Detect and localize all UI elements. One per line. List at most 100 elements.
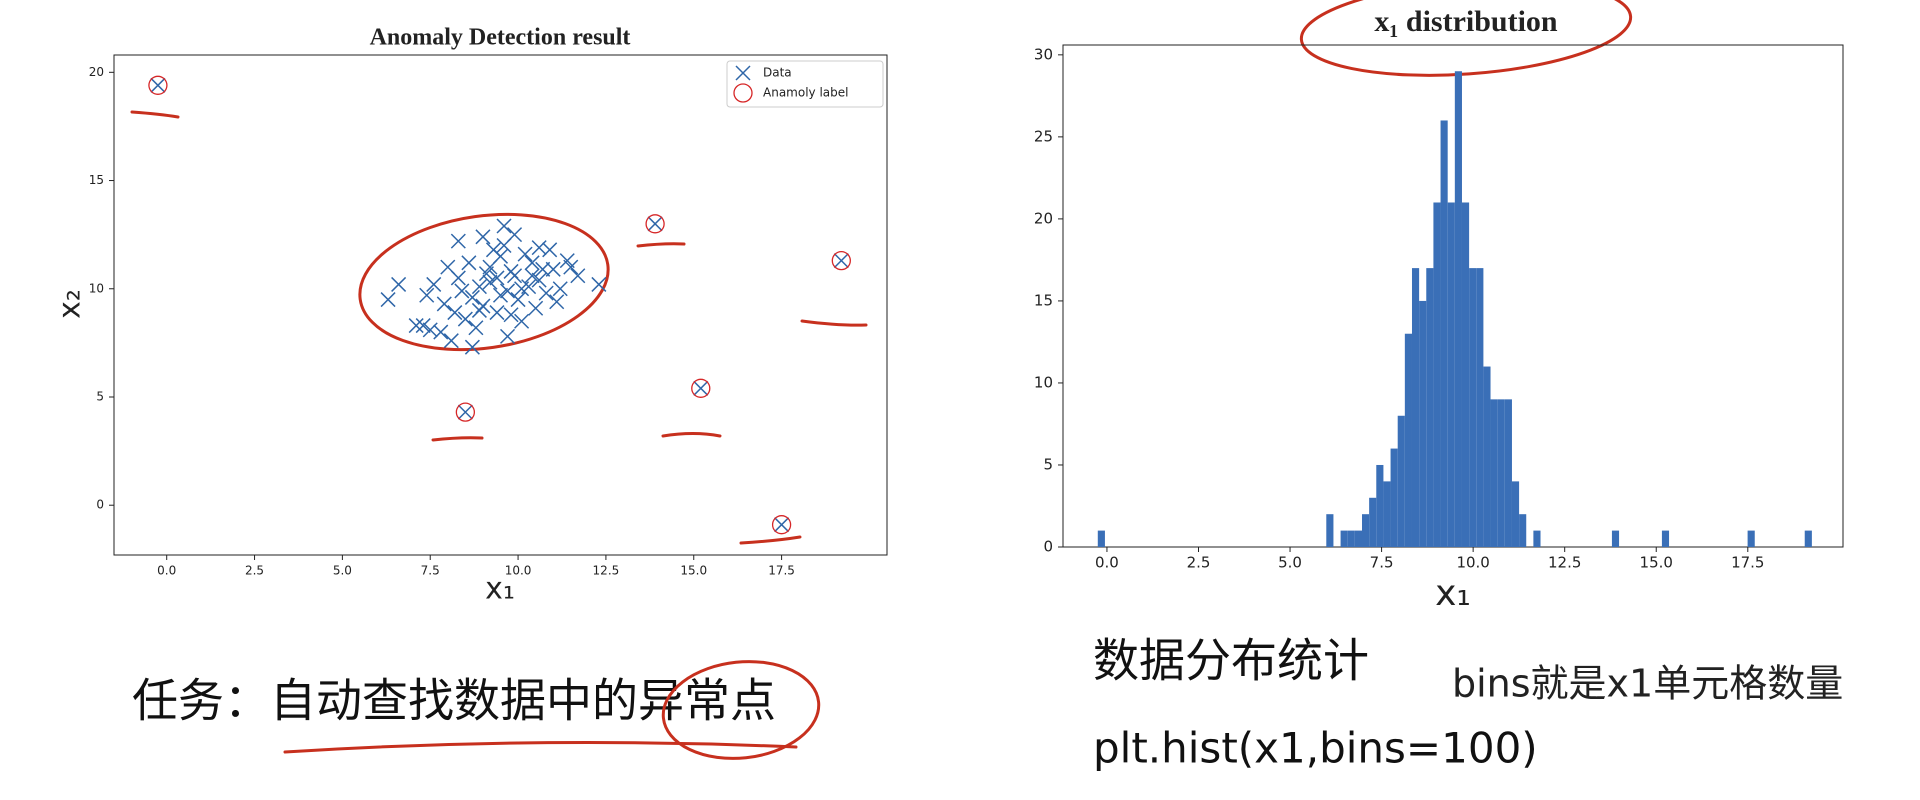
y-tick-label: 10 bbox=[1034, 373, 1053, 391]
y-axis-label: x₂ bbox=[53, 289, 88, 319]
data-point bbox=[552, 281, 568, 297]
ink-underline bbox=[661, 432, 722, 438]
data-point bbox=[447, 305, 463, 321]
chart-title: x₁ distribution bbox=[1374, 5, 1558, 38]
data-point bbox=[454, 283, 470, 299]
data-point bbox=[482, 259, 498, 275]
data-point bbox=[528, 300, 544, 316]
data-point bbox=[464, 339, 480, 355]
anomaly-marker bbox=[455, 402, 476, 422]
histogram-bar bbox=[1454, 71, 1462, 548]
histogram-bar bbox=[1404, 333, 1412, 547]
y-tick-label: 0 bbox=[96, 498, 104, 512]
histogram-bar bbox=[1519, 514, 1527, 547]
legend: Data Anamoly label bbox=[726, 60, 884, 108]
y-tick-label: 0 bbox=[1043, 538, 1053, 556]
x-tick-label: 15.0 bbox=[680, 564, 707, 578]
x-tick-label: 12.5 bbox=[1548, 554, 1581, 572]
data-point bbox=[391, 276, 407, 292]
data-point bbox=[535, 261, 551, 277]
histogram-bar bbox=[1440, 120, 1448, 547]
histogram-bar bbox=[1397, 415, 1405, 547]
x-tick-label: 7.5 bbox=[421, 564, 440, 578]
histogram-bar bbox=[1490, 399, 1498, 547]
data-point bbox=[563, 259, 579, 275]
histogram-bar bbox=[1804, 530, 1812, 547]
anomaly-marker bbox=[691, 378, 711, 398]
data-point bbox=[450, 233, 466, 249]
y-tick-label: 20 bbox=[89, 65, 104, 79]
histogram-bar bbox=[1411, 268, 1420, 547]
histogram-bar bbox=[1469, 268, 1477, 547]
y-tick-label: 10 bbox=[89, 281, 104, 295]
histogram-bar bbox=[1483, 366, 1491, 547]
data-point bbox=[422, 322, 438, 338]
histogram-bar bbox=[1747, 530, 1755, 547]
x-axis-label: x₁ bbox=[485, 572, 515, 607]
x-tick-label: 10.0 bbox=[505, 564, 532, 578]
task-text: 任务：自动查找数据中的异常点 bbox=[132, 674, 776, 728]
data-point bbox=[549, 294, 565, 310]
x-tick-label: 10.0 bbox=[1456, 554, 1489, 572]
data-point bbox=[489, 270, 505, 286]
histogram-bar bbox=[1426, 268, 1434, 547]
data-point bbox=[538, 285, 554, 301]
annotations bbox=[130, 0, 1633, 760]
data-point bbox=[499, 283, 516, 299]
histogram-bar bbox=[1447, 202, 1455, 548]
data-point bbox=[408, 318, 424, 334]
y-tick-label: 15 bbox=[1034, 291, 1053, 309]
data-point bbox=[510, 292, 526, 308]
data-point bbox=[514, 313, 530, 329]
data-point bbox=[521, 279, 537, 295]
data-point bbox=[426, 276, 442, 292]
ink-underline bbox=[283, 741, 798, 754]
data-point bbox=[150, 77, 166, 93]
data-point bbox=[503, 307, 519, 323]
data-point bbox=[833, 253, 849, 269]
data-point bbox=[545, 261, 561, 277]
data-point bbox=[461, 255, 477, 271]
x-tick-label: 17.5 bbox=[768, 564, 795, 578]
histogram-bar bbox=[1504, 399, 1512, 547]
data-point bbox=[531, 272, 547, 288]
data-point bbox=[443, 333, 459, 349]
histogram-bar bbox=[1419, 300, 1427, 547]
data-point bbox=[468, 320, 484, 336]
data-point bbox=[496, 218, 512, 234]
data-point bbox=[774, 517, 790, 533]
data-point bbox=[517, 246, 533, 262]
histogram-bar bbox=[1497, 399, 1505, 547]
legend-marker bbox=[735, 65, 751, 81]
ink-underline bbox=[636, 242, 686, 248]
histogram-bar bbox=[1376, 464, 1384, 547]
data-point bbox=[570, 268, 586, 284]
histogram-bar bbox=[1476, 268, 1484, 547]
legend-label: Data bbox=[763, 66, 792, 80]
histogram-bar bbox=[1362, 514, 1370, 547]
data-point bbox=[415, 318, 431, 334]
y-tick-label: 15 bbox=[89, 173, 104, 187]
anomaly-marker bbox=[148, 75, 168, 95]
data-point bbox=[591, 276, 607, 292]
data-point bbox=[693, 380, 709, 396]
anomaly-marker bbox=[645, 214, 665, 234]
ink-ellipse bbox=[1299, 0, 1633, 77]
data-point bbox=[499, 328, 516, 344]
y-tick-label: 5 bbox=[1043, 455, 1053, 473]
data-point bbox=[419, 287, 435, 303]
stats-heading: 数据分布统计 bbox=[1093, 634, 1369, 688]
data-point bbox=[440, 259, 456, 275]
note-text: bins就是x1单元格数量 bbox=[1452, 662, 1843, 706]
legend-label: Anamoly label bbox=[763, 86, 848, 100]
data-point bbox=[647, 216, 663, 232]
plot-frame bbox=[113, 54, 888, 556]
data-point bbox=[457, 311, 473, 327]
histogram-bar bbox=[1390, 448, 1398, 547]
histogram-bar bbox=[1661, 530, 1670, 547]
histogram-bar bbox=[1097, 530, 1105, 547]
legend-box bbox=[726, 60, 884, 108]
data-point bbox=[524, 268, 540, 284]
